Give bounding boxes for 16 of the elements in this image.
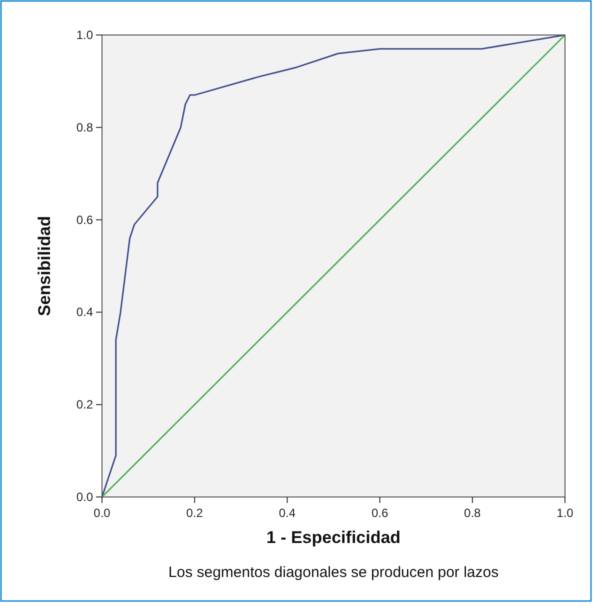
y-axis-title: Sensibilidad	[35, 216, 54, 316]
text: Los segmentos diagonales se producen por lazos	[168, 564, 499, 581]
x-tick-label: 0.4	[278, 506, 296, 520]
x-tick-label: 0.2	[186, 506, 204, 520]
x-tick-label: 0.8	[464, 506, 482, 520]
x-tick-label: 0.6	[371, 506, 388, 520]
y-tick-label: 1.0	[76, 28, 94, 42]
y-tick-label: 0.0	[76, 490, 94, 504]
y-tick-label: 0.2	[76, 398, 94, 412]
y-tick-label: 0.8	[76, 120, 94, 134]
x-tick-label: 0.0	[94, 506, 111, 520]
y-tick-label: 0.6	[76, 212, 94, 227]
x-tick-label: 1.0	[556, 506, 574, 520]
y-tick-label: 0.4	[76, 305, 94, 320]
line-series	[101, 34, 566, 498]
x-axis-title: 1 - Especificidad	[266, 528, 401, 547]
